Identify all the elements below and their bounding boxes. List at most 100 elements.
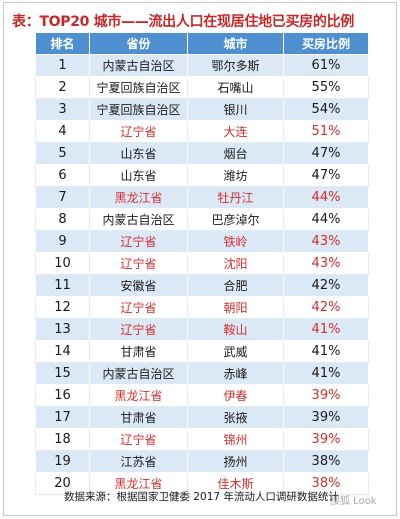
header-ratio: 买房比例 bbox=[283, 32, 369, 55]
ratio-cell: 47% bbox=[283, 164, 369, 187]
rank-cell: 19 bbox=[35, 450, 90, 473]
ratio-cell: 39% bbox=[283, 384, 369, 407]
rank-cell: 1 bbox=[35, 54, 90, 77]
ratio-cell: 41% bbox=[283, 318, 369, 341]
province-cell: 安徽省 bbox=[89, 274, 188, 297]
city-cell: 巴彦淖尔 bbox=[187, 208, 284, 231]
header-city: 城市 bbox=[187, 32, 284, 55]
table-row: 4 辽宁省 大连 51% bbox=[35, 120, 369, 143]
rank-cell: 15 bbox=[35, 362, 90, 385]
ratio-cell: 41% bbox=[283, 362, 369, 385]
city-cell: 武威 bbox=[187, 340, 284, 363]
province-cell: 辽宁省 bbox=[89, 230, 188, 253]
table-title: 表：TOP20 城市——流出人口在现居住地已买房的比例 bbox=[12, 14, 354, 30]
table-row: 2 宁夏回族自治区 石嘴山 55% bbox=[35, 76, 369, 99]
table-row: 16 黑龙江省 伊春 39% bbox=[35, 384, 369, 407]
table-row: 7 黑龙江省 牡丹江 44% bbox=[35, 186, 369, 209]
table-row: 20 黑龙江省 佳木斯 38% bbox=[35, 472, 369, 495]
province-cell: 辽宁省 bbox=[89, 318, 188, 341]
province-cell: 黑龙江省 bbox=[89, 186, 188, 209]
province-cell: 江苏省 bbox=[89, 450, 188, 473]
ratio-cell: 43% bbox=[283, 252, 369, 275]
rank-cell: 14 bbox=[35, 340, 90, 363]
rank-cell: 9 bbox=[35, 230, 90, 253]
rank-cell: 20 bbox=[35, 472, 90, 495]
ratio-cell: 41% bbox=[283, 340, 369, 363]
province-cell: 甘肃省 bbox=[89, 406, 188, 429]
rank-cell: 10 bbox=[35, 252, 90, 275]
province-cell: 山东省 bbox=[89, 164, 188, 187]
rank-cell: 7 bbox=[35, 186, 90, 209]
city-cell: 沈阳 bbox=[187, 252, 284, 275]
table-row: 14 甘肃省 武威 41% bbox=[35, 340, 369, 363]
rank-cell: 17 bbox=[35, 406, 90, 429]
header-row: 排名 省份 城市 买房比例 bbox=[35, 32, 369, 55]
province-cell: 辽宁省 bbox=[89, 120, 188, 143]
table-row: 9 辽宁省 铁岭 43% bbox=[35, 230, 369, 253]
header-province: 省份 bbox=[89, 32, 188, 55]
ratio-cell: 47% bbox=[283, 142, 369, 165]
ratio-cell: 55% bbox=[283, 76, 369, 99]
table-row: 8 内蒙古自治区 巴彦淖尔 44% bbox=[35, 208, 369, 231]
rank-cell: 11 bbox=[35, 274, 90, 297]
ratio-cell: 51% bbox=[283, 120, 369, 143]
rank-cell: 6 bbox=[35, 164, 90, 187]
ratio-cell: 61% bbox=[283, 54, 369, 77]
table-row: 6 山东省 潍坊 47% bbox=[35, 164, 369, 187]
ratio-cell: 42% bbox=[283, 274, 369, 297]
city-cell: 银川 bbox=[187, 98, 284, 121]
province-cell: 山东省 bbox=[89, 142, 188, 165]
table-row: 15 内蒙古自治区 赤峰 41% bbox=[35, 362, 369, 385]
source-note: 数据来源：根据国家卫健委 2017 年流动人口调研数据统计 bbox=[64, 491, 339, 503]
city-cell: 朝阳 bbox=[187, 296, 284, 319]
table-row: 11 安徽省 合肥 42% bbox=[35, 274, 369, 297]
province-cell: 黑龙江省 bbox=[89, 472, 188, 495]
province-cell: 辽宁省 bbox=[89, 252, 188, 275]
ratio-cell: 42% bbox=[283, 296, 369, 319]
rank-cell: 5 bbox=[35, 142, 90, 165]
rank-cell: 3 bbox=[35, 98, 90, 121]
table-row: 5 山东省 烟台 47% bbox=[35, 142, 369, 165]
city-cell: 鄂尔多斯 bbox=[187, 54, 284, 77]
city-cell: 铁岭 bbox=[187, 230, 284, 253]
table-row: 18 辽宁省 锦州 39% bbox=[35, 428, 369, 451]
province-cell: 甘肃省 bbox=[89, 340, 188, 363]
rank-cell: 13 bbox=[35, 318, 90, 341]
rank-cell: 8 bbox=[35, 208, 90, 231]
table-row: 10 辽宁省 沈阳 43% bbox=[35, 252, 369, 275]
city-cell: 佳木斯 bbox=[187, 472, 284, 495]
city-cell: 大连 bbox=[187, 120, 284, 143]
province-cell: 辽宁省 bbox=[89, 296, 188, 319]
city-cell: 赤峰 bbox=[187, 362, 284, 385]
province-cell: 内蒙古自治区 bbox=[89, 362, 188, 385]
province-cell: 宁夏回族自治区 bbox=[89, 98, 188, 121]
ratio-cell: 54% bbox=[283, 98, 369, 121]
ratio-cell: 38% bbox=[283, 450, 369, 473]
city-cell: 烟台 bbox=[187, 142, 284, 165]
city-cell: 张掖 bbox=[187, 406, 284, 429]
ratio-cell: 44% bbox=[283, 208, 369, 231]
ratio-cell: 43% bbox=[283, 230, 369, 253]
ratio-cell: 39% bbox=[283, 406, 369, 429]
table-row: 19 江苏省 扬州 38% bbox=[35, 450, 369, 473]
province-cell: 辽宁省 bbox=[89, 428, 188, 451]
province-cell: 内蒙古自治区 bbox=[89, 208, 188, 231]
ratio-cell: 38% bbox=[283, 472, 369, 495]
watermark: 搜狐 Look bbox=[330, 496, 377, 507]
province-cell: 黑龙江省 bbox=[89, 384, 188, 407]
ratio-cell: 39% bbox=[283, 428, 369, 451]
table-row: 13 辽宁省 鞍山 41% bbox=[35, 318, 369, 341]
rank-cell: 4 bbox=[35, 120, 90, 143]
province-cell: 内蒙古自治区 bbox=[89, 54, 188, 77]
city-cell: 合肥 bbox=[187, 274, 284, 297]
rank-cell: 18 bbox=[35, 428, 90, 451]
province-cell: 宁夏回族自治区 bbox=[89, 76, 188, 99]
city-cell: 锦州 bbox=[187, 428, 284, 451]
header-rank: 排名 bbox=[35, 32, 90, 55]
rank-cell: 12 bbox=[35, 296, 90, 319]
city-cell: 牡丹江 bbox=[187, 186, 284, 209]
city-cell: 鞍山 bbox=[187, 318, 284, 341]
table-row: 3 宁夏回族自治区 银川 54% bbox=[35, 98, 369, 121]
city-cell: 伊春 bbox=[187, 384, 284, 407]
table-row: 1 内蒙古自治区 鄂尔多斯 61% bbox=[35, 54, 369, 77]
